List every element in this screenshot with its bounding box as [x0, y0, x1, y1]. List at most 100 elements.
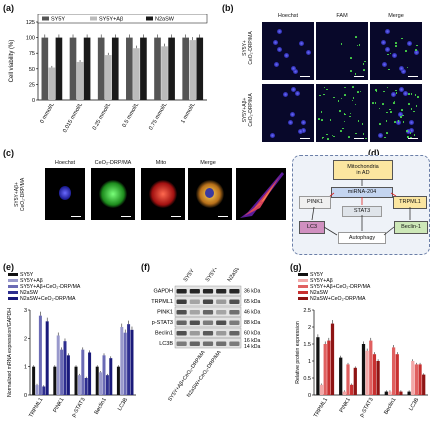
green-particle: [343, 113, 346, 115]
legend-swatch: [298, 297, 308, 300]
lane-label: SY5Y+Aβ: [205, 268, 224, 283]
green-particle: [355, 132, 357, 135]
legend-swatch: [42, 16, 49, 21]
micrograph-b-hoechst-1: [262, 22, 314, 80]
blot-band: [216, 299, 227, 304]
green-particle: [401, 37, 403, 40]
blot-band: [216, 289, 227, 294]
panel-label-d: (d): [368, 148, 380, 158]
bar: [319, 384, 324, 395]
blot-band: [229, 331, 240, 336]
x-tick-label: 0 mmol/L: [39, 102, 56, 125]
green-particle: [389, 52, 392, 55]
bar: [376, 361, 380, 395]
green-particle: [393, 101, 395, 104]
header-fam: FAM: [336, 13, 348, 19]
nucleus: [283, 53, 289, 59]
bar: [372, 354, 377, 395]
panel-label-a: (a): [3, 3, 14, 13]
bar: [38, 315, 42, 395]
x-tick-label: 0.015 mmol/L: [62, 102, 84, 134]
x-tick-label: Beclin1: [383, 397, 397, 416]
bar: [60, 349, 64, 395]
green-particle: [359, 90, 362, 93]
green-particle: [343, 86, 346, 89]
y-tick-label: 0: [32, 98, 35, 104]
bar: [182, 37, 189, 100]
y-tick-label: 0.5: [303, 376, 311, 382]
bar: [196, 37, 204, 100]
bar: [422, 374, 426, 395]
bar: [76, 61, 84, 100]
nucleus: [400, 69, 406, 75]
nucleus: [385, 29, 391, 35]
green-particle: [386, 111, 388, 114]
bar: [53, 366, 57, 395]
kda-label: 16 kDa: [244, 338, 261, 344]
x-tick-label: LC3B: [408, 397, 420, 412]
bar: [97, 37, 105, 100]
bar: [140, 37, 147, 100]
y-tick-label: 100: [26, 36, 35, 42]
green-particle: [395, 41, 397, 44]
nucleus: [399, 87, 405, 93]
header-c-ceo2: CeO₂-DRP/MA: [94, 160, 132, 166]
blot-band: [189, 341, 200, 346]
micrograph-b-fam-1: [316, 22, 368, 80]
bar: [127, 324, 131, 395]
nucleus: [395, 119, 401, 125]
green-particle: [413, 134, 416, 137]
bar: [109, 358, 113, 395]
legend-label: N2aSW+CeO₂-DRP/MA: [20, 296, 76, 302]
bar: [55, 37, 63, 100]
green-particle: [323, 86, 326, 89]
x-tick-label: PINK1: [52, 397, 65, 414]
green-particle: [389, 108, 392, 111]
box-mitochondria-line1: Mitochondria: [347, 163, 379, 170]
scale-bar: [121, 215, 131, 217]
bar: [361, 344, 366, 395]
legend-label: N2aSW: [155, 17, 175, 23]
legend-label: N2aSW: [310, 290, 328, 296]
blot-band: [189, 289, 200, 294]
nucleus: [287, 119, 293, 125]
legend-swatch: [298, 279, 308, 282]
bar: [323, 344, 327, 395]
green-particle: [352, 97, 355, 99]
bar: [45, 321, 49, 395]
inhibit-pink1: [329, 192, 335, 197]
nucleus: [299, 40, 305, 46]
blot-band: [229, 341, 240, 346]
x-tick-label: 0.5 mmol/L: [122, 102, 141, 129]
micrograph-b-merge-1: [370, 22, 422, 80]
bar: [63, 341, 67, 395]
blot-band: [229, 320, 240, 325]
green-particle: [344, 113, 346, 116]
y-tick-label: 75: [29, 51, 35, 57]
green-particle: [397, 120, 400, 122]
legend-label: SY5Y+Aβ+CeO₂-DRP/MA: [20, 284, 81, 290]
blot-band: [189, 320, 200, 325]
green-particle: [340, 43, 343, 45]
blot-band: [176, 341, 187, 346]
green-particle: [407, 103, 410, 106]
y-tick-label: 2: [24, 336, 27, 342]
green-particle: [357, 120, 360, 122]
box-beclin-1: Beclin-1: [394, 221, 428, 234]
nucleus: [291, 66, 297, 72]
blot-band: [216, 331, 227, 336]
nucleus: [405, 129, 411, 135]
header-c-mito: Mito: [155, 160, 167, 166]
y-tick-label: 0: [24, 393, 27, 399]
nucleus: [277, 46, 283, 52]
bar: [330, 323, 335, 395]
green-particle: [323, 93, 325, 96]
legend-label: N2aSW: [20, 290, 38, 296]
blot-band: [229, 310, 240, 315]
green-particle: [394, 120, 396, 123]
blot-band: [202, 320, 214, 325]
legend-swatch: [298, 285, 308, 288]
bar: [411, 361, 415, 395]
blot-band: [202, 299, 214, 304]
green-particle: [333, 96, 335, 99]
